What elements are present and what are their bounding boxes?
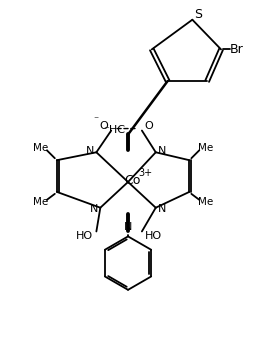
Text: N: N: [86, 146, 95, 156]
Text: ⁻HC: ⁻HC: [103, 125, 125, 135]
Text: Me: Me: [198, 143, 213, 153]
Text: N: N: [158, 146, 166, 156]
Text: N: N: [90, 204, 99, 214]
Text: N: N: [158, 204, 166, 214]
Text: Me: Me: [198, 197, 213, 207]
Text: Me: Me: [33, 197, 49, 207]
Text: O: O: [144, 121, 153, 131]
Text: 3+: 3+: [139, 168, 153, 178]
Text: Br: Br: [230, 43, 244, 56]
Text: O: O: [99, 121, 108, 131]
Text: S: S: [194, 8, 202, 21]
Text: Me: Me: [33, 143, 49, 153]
Text: N: N: [124, 222, 132, 233]
Text: Co: Co: [124, 174, 140, 186]
Text: HO: HO: [145, 231, 162, 242]
Text: HO: HO: [76, 231, 93, 242]
Text: ⁻: ⁻: [94, 116, 99, 126]
